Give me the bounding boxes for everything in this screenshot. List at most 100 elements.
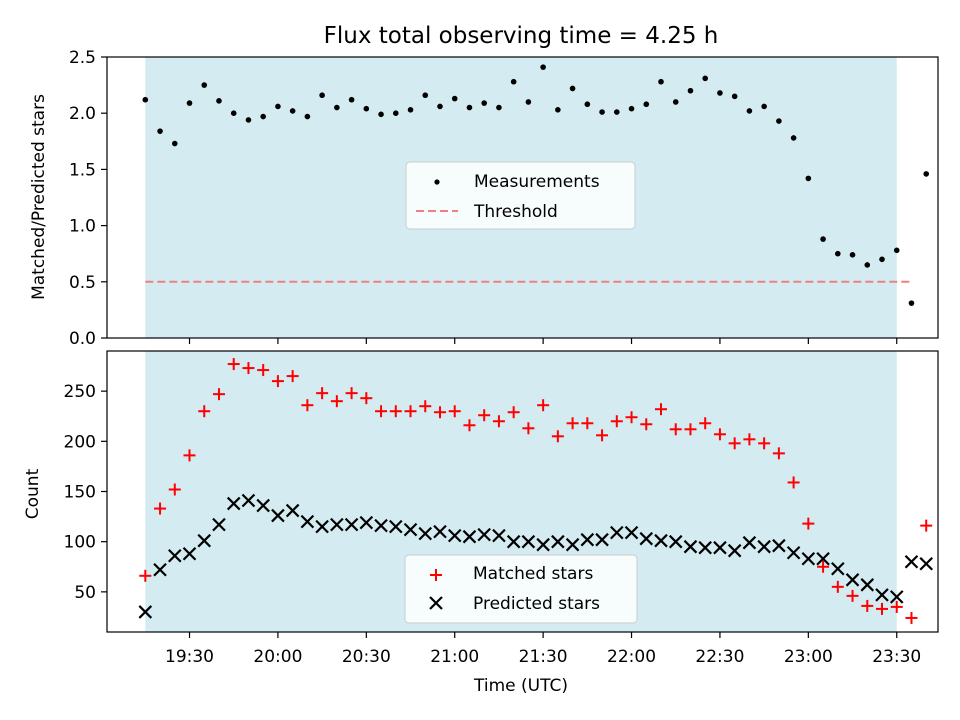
measurement-point — [908, 300, 915, 306]
count-y-tick-label: 50 — [74, 583, 96, 603]
predicted-star-point — [727, 543, 742, 558]
measurement-point — [613, 109, 620, 115]
count-legend: Matched stars Predicted stars — [404, 554, 638, 624]
predicted-star-point — [241, 493, 256, 508]
matched-star-point — [492, 415, 505, 428]
measurement-point — [260, 113, 266, 120]
predicted-star-point — [772, 538, 786, 553]
measurement-point — [186, 100, 193, 106]
matched-star-point — [551, 430, 564, 443]
predicted-star-point — [919, 556, 933, 571]
predicted-star-point — [138, 605, 153, 619]
measurement-point — [672, 99, 679, 105]
measurement-point — [525, 99, 532, 105]
matched-star-point — [890, 600, 903, 613]
matched-star-point — [920, 519, 933, 532]
matched-star-point — [537, 399, 550, 412]
predicted-star-point — [359, 515, 374, 530]
measurement-point — [245, 117, 252, 123]
matched-star-point — [846, 589, 859, 602]
matched-star-point — [625, 411, 638, 424]
matched-star-point — [316, 387, 329, 400]
measurement-point — [569, 85, 576, 92]
matched-star-point — [330, 395, 343, 408]
ratio-y-tick-label: 2.0 — [69, 104, 96, 124]
matched-star-point — [802, 517, 815, 530]
predicted-star-point — [447, 528, 462, 543]
predicted-star-point — [403, 522, 418, 537]
matched-star-point — [139, 569, 152, 582]
predicted-star-point — [256, 498, 270, 513]
x-axis-label: Time (UTC) — [473, 676, 568, 696]
predicted-star-point — [860, 578, 875, 592]
count-y-tick-label: 100 — [64, 533, 96, 553]
ratio-legend: Measurements Threshold — [405, 161, 636, 230]
predicted-star-point — [226, 496, 241, 511]
matched-star-point — [389, 405, 402, 418]
measurement-point — [496, 104, 502, 111]
x-tick-label: 20:00 — [253, 647, 302, 667]
matched-star-point — [905, 611, 918, 624]
measurement-point — [304, 113, 311, 120]
predicted-star-point — [477, 527, 491, 542]
predicted-star-point — [595, 532, 609, 547]
measurement-point — [702, 75, 709, 82]
legend-matched-label: Matched stars — [473, 564, 593, 584]
measurement-point — [230, 110, 237, 116]
x-tick-label: 22:00 — [607, 647, 656, 667]
matched-star-point — [448, 405, 461, 418]
count-legend-box — [404, 554, 638, 624]
measurement-point — [658, 78, 664, 85]
measurement-point — [687, 87, 694, 94]
matched-star-point — [433, 406, 446, 419]
measurement-point — [422, 92, 429, 99]
measurement-point — [864, 262, 871, 268]
matched-star-point — [345, 387, 358, 400]
ratio-y-tick-label: 1.0 — [69, 217, 96, 237]
predicted-star-point — [565, 537, 580, 552]
matched-star-point — [596, 429, 609, 442]
measurement-point — [584, 101, 591, 108]
predicted-star-point — [713, 540, 727, 555]
measurement-point — [466, 104, 473, 111]
measurement-point — [776, 118, 782, 124]
predicted-star-point — [816, 551, 830, 566]
predicted-star-point — [801, 551, 816, 566]
predicted-star-point — [610, 525, 624, 540]
matched-star-point — [669, 423, 682, 436]
matched-star-point — [713, 428, 726, 441]
predicted-star-point — [624, 525, 639, 540]
predicted-star-point — [389, 519, 403, 534]
matched-star-point — [787, 476, 800, 489]
predicted-star-point — [654, 533, 668, 548]
matched-star-point — [419, 400, 432, 413]
x-tick-label: 19:30 — [165, 647, 214, 667]
measurement-point — [142, 96, 149, 103]
matched-star-point — [257, 364, 270, 377]
measurement-point — [275, 103, 281, 110]
matched-star-point — [286, 370, 299, 383]
measurement-point — [555, 107, 561, 113]
predicted-star-point — [433, 524, 447, 539]
matched-star-point — [743, 433, 756, 446]
legend-measurements-marker — [434, 179, 440, 185]
measurement-point — [437, 103, 443, 110]
measurement-point — [599, 109, 605, 115]
measurement-point — [157, 128, 163, 134]
count-y-tick-label: 250 — [64, 382, 96, 402]
measurement-point — [348, 96, 355, 103]
measurement-point — [790, 135, 797, 141]
predicted-star-point — [285, 503, 300, 518]
x-tick-label: 23:00 — [784, 647, 833, 667]
predicted-star-point — [182, 546, 197, 561]
predicted-star-point — [875, 588, 889, 602]
predicted-star-point — [197, 533, 212, 548]
matched-star-point — [212, 388, 225, 401]
matched-star-point — [640, 418, 653, 431]
matched-star-point — [360, 392, 373, 405]
predicted-star-point — [551, 534, 565, 549]
legend-predicted-label: Predicted stars — [473, 594, 600, 614]
measurement-point — [761, 103, 767, 110]
matched-star-point — [566, 417, 579, 430]
predicted-star-point — [757, 539, 771, 554]
